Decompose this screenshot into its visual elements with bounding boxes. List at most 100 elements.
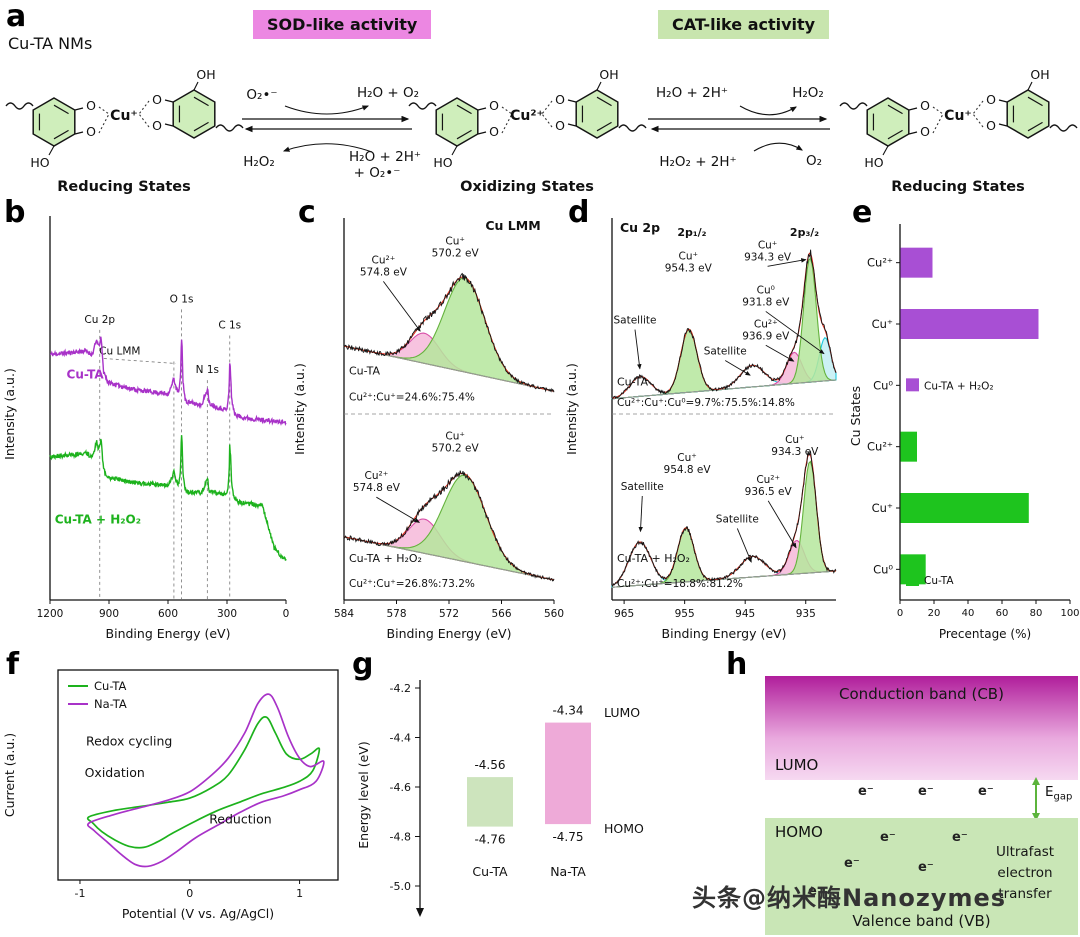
double-bond: [887, 129, 903, 140]
lumo-annotation: LUMO: [604, 705, 640, 720]
line: [596, 81, 602, 91]
survey-peak-label: O 1s: [170, 293, 194, 305]
category-label: Cu⁰: [873, 378, 893, 392]
x-tick-label: 1200: [37, 608, 64, 620]
reaction-species: O₂•⁻: [246, 87, 277, 103]
panel-c-letter: c: [298, 195, 316, 230]
cv-annotation: Oxidation: [85, 765, 145, 780]
double-bond: [193, 121, 209, 132]
annotation-arrow: [376, 496, 421, 523]
valence-band-label: Valence band (VB): [852, 912, 991, 930]
lumo-label: LUMO: [775, 756, 819, 774]
reaction-species: O₂: [806, 153, 822, 169]
coordination-bond: [972, 100, 984, 115]
material-title: Cu-TA NMs: [8, 34, 93, 53]
x-tick-label: 0: [186, 887, 193, 900]
coordination-bond: [932, 106, 944, 115]
x-tick-label: 572: [439, 608, 459, 620]
conduction-band-box: Conduction band (CB) LUMO: [765, 676, 1078, 780]
y-tick-label: -5.0: [390, 880, 411, 893]
y-axis-title: Intensity (a.u.): [292, 363, 307, 455]
peak-annotation: Cu⁺: [677, 452, 697, 464]
cv-loop-Cu-TA: [86, 715, 321, 849]
x-tick-label: 60: [996, 608, 1009, 619]
background-line: [611, 379, 837, 400]
annotation-arrow: [736, 528, 752, 563]
panel-f-letter: f: [6, 647, 20, 682]
coordination-bond: [138, 113, 150, 128]
reaction-species: H₂O₂: [243, 154, 275, 170]
homo-value: -4.75: [552, 830, 583, 844]
polymer-tail: [839, 102, 868, 110]
peak-annotation: Satellite: [704, 346, 747, 358]
y-tick-label: -4.4: [390, 732, 411, 745]
annotation-arrow: [383, 281, 421, 332]
coordination-bond: [501, 106, 513, 115]
polymer-tail: [1049, 124, 1078, 132]
electron-symbol: e⁻: [918, 784, 934, 799]
peak-annotation: Cu⁺: [758, 239, 778, 251]
egap-label: Egap: [1045, 784, 1072, 803]
x-tick-label: 20: [928, 608, 941, 619]
x-tick-label: 566: [491, 608, 511, 620]
peak-annotation: 570.2 eV: [432, 248, 480, 260]
line: [908, 107, 918, 111]
annotation-arrow: [765, 344, 795, 362]
annotation-arrow: [767, 258, 807, 267]
peak-annotation: 936.5 eV: [745, 486, 793, 498]
coordination-bond: [501, 113, 513, 134]
electron-symbol: e⁻: [918, 860, 934, 875]
panel-title: Cu 2p: [620, 220, 660, 235]
ratio-label: Cu²⁺:Cu⁺=24.6%:75.4%: [349, 392, 475, 404]
cv-annotation: Reduction: [209, 811, 272, 826]
coordination-bond: [98, 106, 110, 115]
line: [74, 131, 84, 135]
survey-peak-label: Cu 2p: [84, 314, 115, 326]
y-axis-title: Current (a.u.): [2, 733, 17, 817]
peak-annotation: Cu⁰: [757, 284, 775, 296]
hydroxyl-label: OH: [599, 67, 618, 82]
state-label: Reducing States: [891, 179, 1025, 195]
sod-activity-badge: SOD-like activity: [253, 10, 432, 39]
x-tick-label: 600: [158, 608, 178, 620]
oxygen-atom: O: [555, 118, 565, 133]
line: [477, 107, 487, 111]
line: [998, 99, 1008, 103]
reaction-species: H₂O + 2H⁺: [349, 149, 421, 165]
peak-annotation: Satellite: [621, 481, 664, 493]
energy-bar-Na-TA: [545, 722, 591, 825]
transfer-line: electron: [997, 864, 1053, 881]
oxygen-atom: O: [920, 124, 930, 139]
line: [103, 358, 176, 364]
oxygen-atom: O: [86, 124, 96, 139]
peak-annotation: 954.3 eV: [665, 263, 713, 275]
egap-arrow-icon: [1032, 777, 1040, 821]
panel-g-letter: g: [352, 647, 374, 682]
line: [567, 99, 577, 103]
series-label: Cu-TA: [67, 368, 105, 382]
panel-b-letter: b: [4, 195, 26, 230]
line: [882, 145, 889, 156]
ratio-label: Cu²⁺:Cu⁺=18.8%:81.2%: [617, 578, 743, 590]
double-bond: [53, 104, 69, 115]
x-tick-label: 40: [962, 608, 975, 619]
coordination-bond: [972, 113, 984, 128]
series-label: Cu-TA + H₂O₂: [55, 513, 141, 527]
y-axis-title: Intensity (a.u.): [564, 363, 579, 455]
cat-activity-badge: CAT-like activity: [658, 10, 830, 39]
state-label: Oxidizing States: [460, 179, 594, 195]
legend-swatch: [906, 378, 919, 392]
peak-annotation: Satellite: [716, 513, 759, 525]
hydroxyl-label: HO: [864, 155, 883, 170]
double-bond: [596, 121, 612, 132]
polymer-tail: [5, 102, 34, 110]
raw-spectrum: [343, 272, 555, 393]
x-tick-label: 935: [796, 608, 816, 620]
y-tick-label: -4.6: [390, 781, 411, 794]
benzene-ring: [1006, 89, 1050, 139]
legend-label: Cu-TA: [924, 575, 954, 587]
line: [567, 123, 577, 127]
electron-symbol: e⁻: [858, 784, 874, 799]
